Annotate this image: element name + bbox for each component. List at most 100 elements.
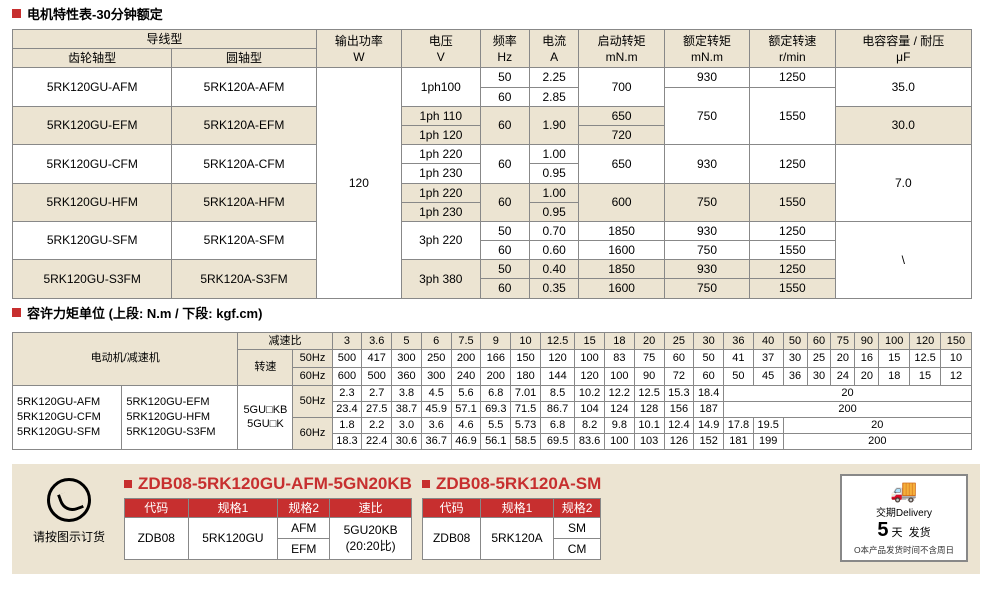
motor-char-table: 导线型 输出功率W 电压V 频率Hz 电流A 启动转矩mN.m 额定转矩mN.m… [12, 29, 972, 299]
cell: 1ph 230 [402, 202, 480, 221]
cell: 5RK120A [481, 517, 553, 559]
gearbox: 5GU□KB 5GU□K [238, 386, 293, 449]
hdr-hz: 频率Hz [480, 30, 529, 68]
cell: 1550 [750, 279, 835, 298]
hdr-motor: 电动机/减速机 [13, 332, 238, 386]
cell: 50 [783, 332, 807, 350]
cell: 930 [664, 68, 749, 87]
order-table-left: 代码规格1规格2速比 ZDB085RK120GUAFM5GU20KB (20:2… [124, 498, 412, 561]
cell: 60 [694, 368, 724, 386]
cell: 750 [664, 241, 749, 260]
cell: 5RK120A-CFM [172, 145, 316, 183]
cell: 5RK120A-SFM [172, 221, 316, 259]
phone-label: 请按图示订货 [24, 528, 114, 545]
cell: 150 [940, 332, 971, 350]
cell: 120 [540, 350, 574, 368]
th: 规格2 [553, 498, 601, 517]
hdr-rated-s: 额定转速r/min [750, 30, 835, 68]
cell: 3 [332, 332, 362, 350]
cell: 30 [807, 368, 831, 386]
cell: 100 [604, 368, 634, 386]
hdr-round: 圆轴型 [172, 49, 316, 68]
cell: 6 [421, 332, 451, 350]
hdr-amp: 电流A [529, 30, 578, 68]
cell: 50 [480, 260, 529, 279]
cell: 1550 [750, 87, 835, 145]
th: 规格2 [278, 498, 330, 517]
order-table-right: 代码规格1规格2 ZDB085RK120ASM CM [422, 498, 601, 561]
cell: 1ph 220 [402, 183, 480, 202]
title-torque: 容许力矩单位 (上段: N.m / 下段: kgf.cm) [0, 299, 992, 328]
cell: 5RK120A-AFM [172, 68, 316, 106]
cell: 8.2 [575, 417, 605, 433]
cell: 5.73 [511, 417, 541, 433]
delivery-note: O本产品发货时间不含周日 [844, 544, 964, 556]
hdr-power: 输出功率W [316, 30, 401, 68]
cell: 50 [724, 368, 754, 386]
cell: 41 [724, 350, 754, 368]
cell: 69.3 [481, 402, 511, 418]
cell: 20 [783, 417, 971, 433]
cell: 83 [604, 350, 634, 368]
cell: 5RK120A-EFM [172, 106, 316, 144]
cell: 15 [879, 350, 910, 368]
cell: 20 [831, 350, 855, 368]
cell: 600 [332, 368, 362, 386]
motor-list-2: 5RK120GU-EFM5RK120GU-HFM5RK120GU-S3FM [122, 386, 238, 449]
cell: ZDB08 [422, 517, 480, 559]
cell: 200 [724, 402, 972, 418]
motor-list-1: 5RK120GU-AFM5RK120GU-CFM5RK120GU-SFM [13, 386, 122, 449]
order-code-right: ZDB08-5RK120A-SM [422, 474, 601, 494]
cell: 22.4 [362, 433, 392, 449]
cell: 50 [480, 221, 529, 240]
cell: 120 [910, 332, 941, 350]
cell: 60 [480, 106, 529, 144]
order-code-left: ZDB08-5RK120GU-AFM-5GN20KB [124, 474, 412, 494]
cell: 36 [724, 332, 754, 350]
cell: 1.8 [332, 417, 362, 433]
cell: 166 [481, 350, 511, 368]
cell: 104 [575, 402, 605, 418]
cell: 15 [575, 332, 605, 350]
hdr-gear: 齿轮轴型 [13, 49, 172, 68]
cell: 38.7 [392, 402, 422, 418]
cell: 700 [579, 68, 664, 106]
cell: 200 [481, 368, 511, 386]
cell: 9.8 [604, 417, 634, 433]
hdr-start: 启动转矩mN.m [579, 30, 664, 68]
cell: 0.40 [529, 260, 578, 279]
phone-icon [47, 478, 91, 522]
cell: 3ph 220 [402, 221, 480, 259]
cell: 36 [783, 368, 807, 386]
cell: 2.3 [332, 386, 362, 402]
phone-hint: 请按图示订货 [24, 474, 114, 545]
cell: 500 [362, 368, 392, 386]
cell: 23.4 [332, 402, 362, 418]
cell: 10 [940, 350, 971, 368]
th: 代码 [422, 498, 480, 517]
cell: 0.35 [529, 279, 578, 298]
cell: 3.6 [421, 417, 451, 433]
cell: 2.85 [529, 87, 578, 106]
cell: 60 [480, 241, 529, 260]
cell: 20 [634, 332, 664, 350]
cell: ZDB08 [125, 517, 189, 559]
cell: 200 [451, 350, 481, 368]
torque-table: 电动机/减速机 减速比 33.6567.591012.5151820253036… [12, 332, 972, 450]
cell: 83.6 [575, 433, 605, 449]
cell: 40 [753, 332, 783, 350]
cell: 75 [634, 350, 664, 368]
th: 速比 [330, 498, 412, 517]
cell: 37 [753, 350, 783, 368]
cell: 19.5 [753, 417, 783, 433]
cell: AFM [278, 517, 330, 538]
th: 规格1 [481, 498, 553, 517]
cell: 75 [831, 332, 855, 350]
hdr-lead: 导线型 [13, 30, 317, 49]
cell: 90 [634, 368, 664, 386]
cell: 60 [480, 87, 529, 106]
cell: 18.4 [694, 386, 724, 402]
cell: 5RK120A-S3FM [172, 260, 316, 298]
cell: 100 [575, 350, 605, 368]
cell: 20 [855, 368, 879, 386]
